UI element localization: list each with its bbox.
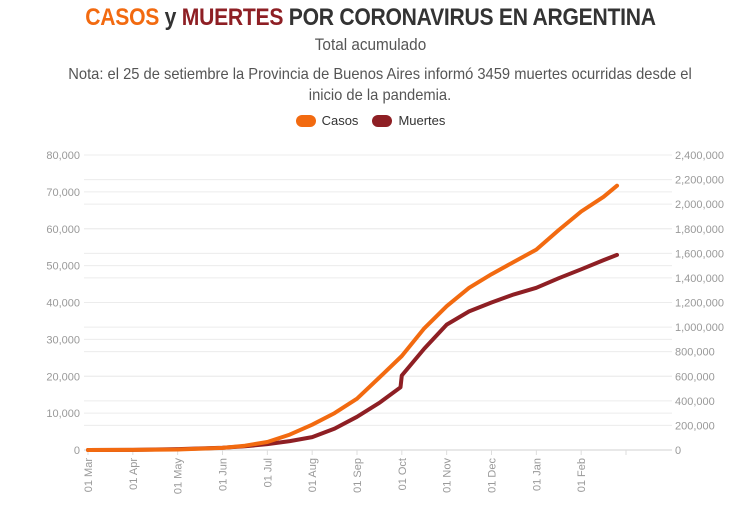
x-tick-label: 01 Sep: [352, 458, 364, 493]
y-right-tick-label: 1,000,000: [675, 322, 724, 334]
chart-title: CASOS y MUERTES POR CORONAVIRUS EN ARGEN…: [44, 4, 696, 32]
y-left-tick-label: 70,000: [46, 187, 80, 199]
chart-note: Nota: el 25 de setiembre la Provincia de…: [68, 66, 692, 104]
x-tick-label: 01 Apr: [128, 458, 140, 490]
title-casos: CASOS: [85, 4, 160, 31]
y-left-tick-label: 50,000: [46, 261, 80, 273]
y-right-tick-label: 2,200,000: [675, 175, 724, 187]
title-muertes: MUERTES: [181, 4, 284, 31]
x-tick-label: 01 Jun: [218, 458, 230, 491]
y-axis-right: 0 200,000 400,000 600,000 800,000 1,000,000 1,…: [675, 150, 724, 457]
y-right-tick-label: 400,000: [675, 396, 715, 408]
y-right-tick-label: 2,000,000: [675, 199, 724, 211]
y-right-tick-label: 1,200,000: [675, 298, 724, 310]
legend-label-casos: Casos: [321, 113, 359, 128]
x-tick-label: 01 May: [173, 458, 185, 495]
y-right-tick-label: 1,600,000: [675, 248, 724, 260]
series-line-muertes: [86, 252, 619, 452]
x-tick-label: 01 Mar: [83, 458, 95, 493]
y-left-tick-label: 20,000: [46, 371, 80, 383]
y-left-tick-label: 80,000: [46, 150, 80, 162]
x-tick-label: 01 Feb: [576, 458, 588, 492]
y-left-tick-label: 0: [74, 445, 80, 457]
legend: Casos Muertes: [0, 113, 741, 128]
x-tick-label: 01 Jan: [531, 458, 543, 491]
y-right-tick-label: 200,000: [675, 420, 715, 432]
title-connector: y: [159, 4, 182, 31]
y-left-tick-label: 30,000: [46, 334, 80, 346]
legend-item-muertes[interactable]: Muertes: [372, 113, 445, 128]
y-left-tick-label: 60,000: [46, 224, 80, 236]
series-lines: [86, 183, 619, 452]
y-left-tick-label: 40,000: [46, 298, 80, 310]
x-tick-label: 01 Dec: [487, 458, 499, 493]
legend-label-muertes: Muertes: [398, 113, 446, 128]
chart-subtitle: Total acumulado: [314, 35, 427, 54]
y-right-tick-label: 600,000: [675, 371, 715, 383]
y-right-tick-label: 1,400,000: [675, 273, 724, 285]
legend-item-casos[interactable]: Casos: [295, 113, 359, 128]
y-left-tick-label: 10,000: [46, 408, 80, 420]
y-right-tick-label: 0: [675, 445, 681, 457]
legend-swatch-casos: [295, 114, 316, 127]
series-line-casos: [86, 183, 619, 452]
x-tick-label: 01 Oct: [397, 458, 409, 490]
x-tick-label: 01 Nov: [442, 458, 454, 493]
x-tick-label: 01 Jul: [262, 458, 274, 487]
x-axis: 01 Mar 01 Apr 01 May 01 Jun 01 Jul 01 Aug 01 S…: [83, 449, 672, 495]
legend-swatch-muertes: [372, 114, 393, 127]
title-rest: POR CORONAVIRUS EN ARGENTINA: [283, 4, 656, 31]
y-axis-left: 0 10,000 20,000 30,000 40,000 50,000 60,000 70,…: [46, 150, 80, 457]
x-tick-label: 01 Aug: [307, 458, 319, 492]
y-right-tick-label: 2,400,000: [675, 150, 724, 162]
y-right-tick-label: 1,800,000: [675, 224, 724, 236]
y-right-tick-label: 800,000: [675, 347, 715, 359]
